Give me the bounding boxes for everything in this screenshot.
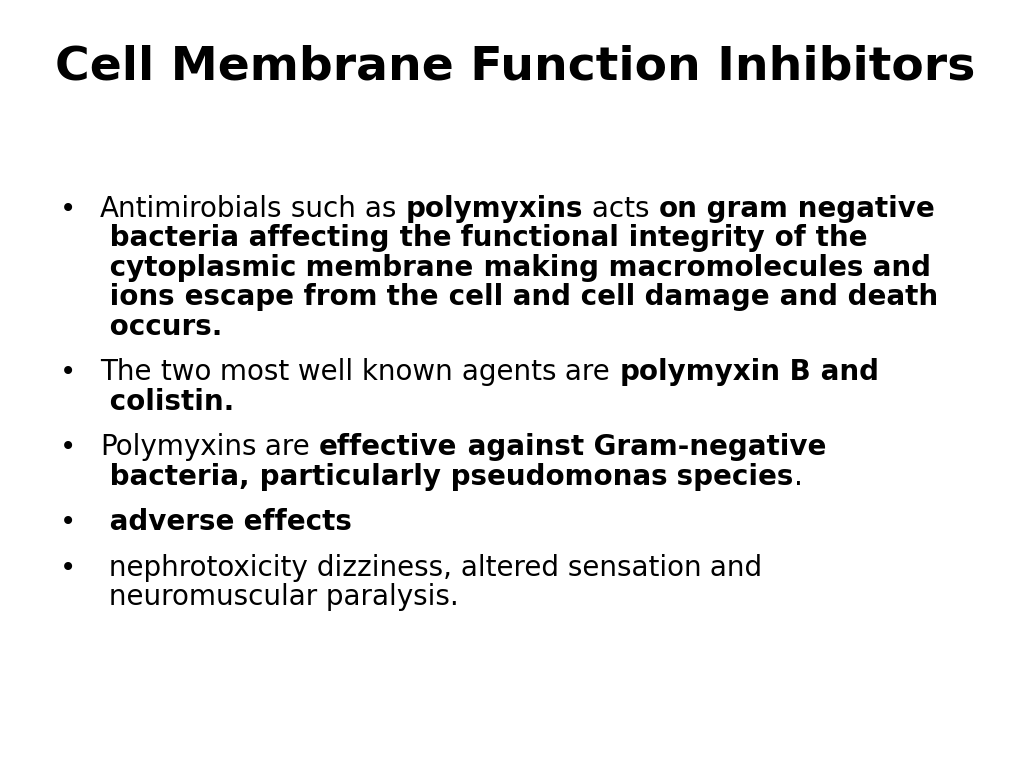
Text: polymyxin: polymyxin [620,358,780,386]
Text: nephrotoxicity: nephrotoxicity [100,554,308,581]
Text: on: on [658,195,697,223]
Text: as: as [356,195,396,223]
Text: ions: ions [100,283,175,311]
Text: functional: functional [451,224,618,253]
Text: negative: negative [788,195,935,223]
Text: particularly: particularly [250,462,440,491]
Text: are: are [256,433,310,461]
Text: making: making [474,253,599,282]
Text: colistin.: colistin. [100,388,234,415]
Text: neuromuscular: neuromuscular [100,583,317,611]
Text: and: and [503,283,570,311]
Text: and: and [863,253,931,282]
Text: most: most [211,358,289,386]
Text: affecting: affecting [239,224,389,253]
Text: from: from [294,283,377,311]
Text: cytoplasmic: cytoplasmic [100,253,296,282]
Text: and: and [701,554,763,581]
Text: •: • [60,358,76,386]
Text: the: the [389,224,451,253]
Text: damage: damage [635,283,770,311]
Text: occurs.: occurs. [100,313,222,340]
Text: bacteria,: bacteria, [100,462,250,491]
Text: altered: altered [452,554,559,581]
Text: paralysis.: paralysis. [317,583,459,611]
Text: against: against [458,433,584,461]
Text: the: the [377,283,438,311]
Text: are: are [556,358,610,386]
Text: polymyxins: polymyxins [406,195,583,223]
Text: Antimirobials: Antimirobials [100,195,283,223]
Text: the: the [806,224,867,253]
Text: and: and [811,358,879,386]
Text: adverse: adverse [100,508,234,536]
Text: known: known [353,358,453,386]
Text: cell: cell [570,283,635,311]
Text: effective: effective [319,433,458,461]
Text: The: The [100,358,152,386]
Text: sensation: sensation [559,554,701,581]
Text: death: death [838,283,938,311]
Text: Polymyxins: Polymyxins [100,433,256,461]
Text: integrity: integrity [618,224,765,253]
Text: dizziness,: dizziness, [308,554,452,581]
Text: B: B [780,358,811,386]
Text: such: such [283,195,356,223]
Text: membrane: membrane [296,253,474,282]
Text: •: • [60,508,76,536]
Text: agents: agents [453,358,556,386]
Text: two: two [152,358,211,386]
Text: species: species [668,462,794,491]
Text: effects: effects [234,508,352,536]
Text: •: • [60,433,76,461]
Text: escape: escape [175,283,294,311]
Text: •: • [60,554,76,581]
Text: .: . [794,462,803,491]
Text: acts: acts [583,195,649,223]
Text: bacteria: bacteria [100,224,239,253]
Text: of: of [765,224,806,253]
Text: pseudomonas: pseudomonas [440,462,668,491]
Text: •: • [60,195,76,223]
Text: Cell Membrane Function Inhibitors: Cell Membrane Function Inhibitors [55,45,976,90]
Text: cell: cell [438,283,503,311]
Text: macromolecules: macromolecules [599,253,863,282]
Text: gram: gram [697,195,788,223]
Text: and: and [770,283,838,311]
Text: Gram-negative: Gram-negative [584,433,826,461]
Text: well: well [289,358,353,386]
